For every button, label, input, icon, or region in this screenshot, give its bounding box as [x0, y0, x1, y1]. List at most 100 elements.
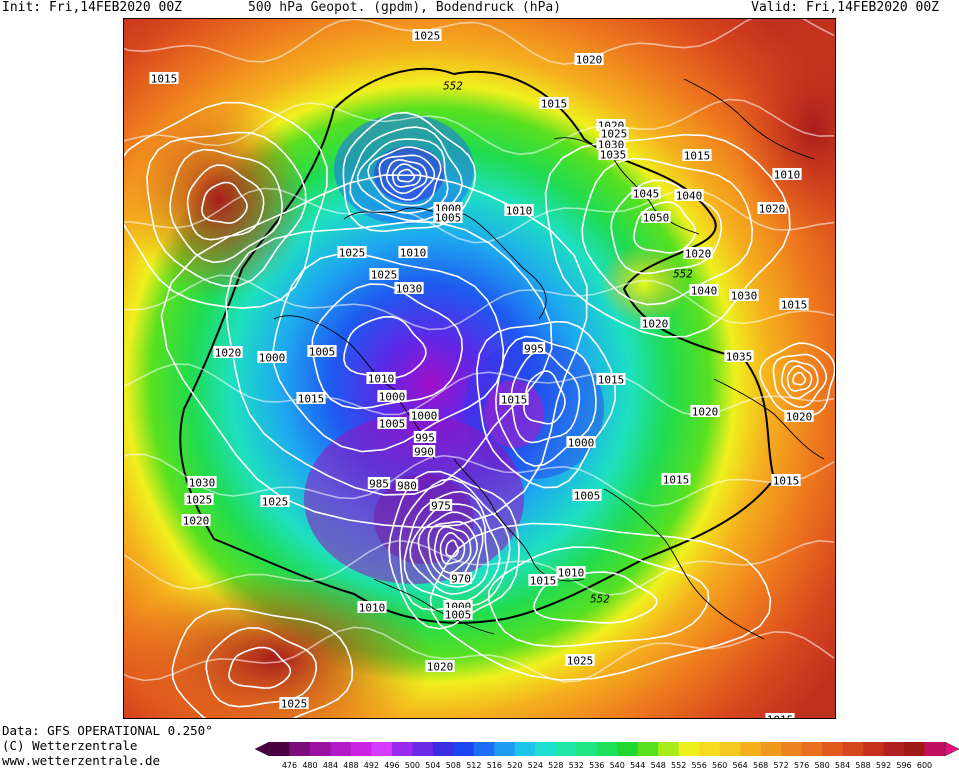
colorbar-swatch [330, 742, 352, 756]
colorbar-swatch [678, 742, 700, 756]
colorbar-swatch [432, 742, 454, 756]
isobar-label: 1030 [729, 289, 759, 303]
svg-text:985: 985 [369, 478, 389, 491]
colorbar-swatch [350, 742, 372, 756]
colorbar-swatch [740, 742, 761, 756]
svg-text:1045: 1045 [633, 188, 660, 201]
warm-ridge-east [734, 19, 835, 239]
svg-text:1025: 1025 [262, 496, 289, 509]
isobar [124, 98, 835, 156]
isobar [356, 138, 449, 214]
isobar-label: 1010 [504, 204, 534, 218]
colorbar-tick-label: 500 [405, 761, 420, 770]
colorbar-tick-label: 564 [733, 761, 748, 770]
svg-text:1035: 1035 [600, 149, 627, 162]
colorbar-high-arrow [944, 741, 959, 757]
isobar-label: 1020 [181, 514, 211, 528]
svg-text:1000: 1000 [259, 352, 286, 365]
svg-text:1015: 1015 [501, 394, 528, 407]
svg-text:1015: 1015 [781, 299, 808, 312]
colorbar-tick-label: 568 [753, 761, 768, 770]
isobar [433, 525, 472, 574]
colorbar-tick-label: 576 [794, 761, 809, 770]
isobar-label: 1045 [631, 187, 661, 201]
isobar-label: 1005 [377, 417, 407, 431]
isobar-label: 1015 [539, 97, 569, 111]
svg-text:1035: 1035 [726, 351, 753, 364]
isobar-label: 1015 [682, 149, 712, 163]
colorbar-tick-label: 476 [282, 761, 297, 770]
isobar [532, 571, 658, 624]
svg-text:970: 970 [451, 573, 471, 586]
isobar-label: 975 [429, 499, 453, 513]
isobar-label: 1015 [296, 392, 326, 406]
valid-time-label: Valid: Fri,14FEB2020 00Z [751, 0, 939, 15]
svg-text:995: 995 [524, 343, 544, 356]
colorbar-tick-label: 536 [589, 761, 604, 770]
color-legend: 476 480 484 488 492 496 500 504 508 512 516 520 524 5… [255, 741, 959, 770]
contour-552-label: 552 [443, 80, 463, 93]
svg-text:1015: 1015 [684, 150, 711, 163]
isobar-label: 1020 [683, 247, 713, 261]
isobar [403, 490, 501, 603]
isobar-label: 1025 [412, 29, 442, 43]
ridge-blob [599, 244, 689, 324]
isobar-label: 1000 [409, 409, 439, 423]
colorbar-swatch [555, 742, 577, 756]
isobar [367, 146, 442, 207]
isobar-label: 1000 [377, 390, 407, 404]
svg-text:1020: 1020 [427, 661, 454, 674]
colorbar-tick-label: 496 [384, 761, 399, 770]
colorbar-swatch [412, 742, 434, 756]
colorbar-tick-label: 520 [507, 761, 522, 770]
coastline [373, 578, 495, 635]
isobar [124, 187, 835, 244]
colorbar-swatch [309, 742, 331, 756]
data-source-label: Data: GFS OPERATIONAL 0.250° [2, 723, 213, 738]
isobar [792, 371, 807, 386]
svg-text:1020: 1020 [215, 347, 242, 360]
isobar-label: 1000 [566, 436, 596, 450]
colorbar-swatch [822, 742, 843, 756]
website-link[interactable]: www.wetterzentrale.de [2, 753, 161, 768]
isobar-label: 1020 [784, 410, 814, 424]
isobar [581, 157, 754, 306]
svg-text:1015: 1015 [151, 73, 178, 86]
isobar [124, 453, 835, 507]
colorbar-tick-label: 552 [671, 761, 686, 770]
isobar [201, 181, 248, 224]
svg-text:1020: 1020 [692, 406, 719, 419]
isobar-label: 970 [449, 572, 473, 586]
svg-text:1020: 1020 [759, 203, 786, 216]
isobar-label: 1035 [724, 350, 754, 364]
isobar [228, 646, 292, 689]
svg-text:552: 552 [443, 80, 463, 93]
isobar [633, 201, 697, 254]
isobar-label: 1035 [598, 148, 628, 162]
svg-text:1010: 1010 [359, 602, 386, 615]
svg-text:1010: 1010 [506, 205, 533, 218]
svg-text:1025: 1025 [281, 698, 308, 711]
isobar-label: 995 [413, 431, 437, 445]
isobar [487, 546, 710, 648]
isobar-label: 1015 [779, 298, 809, 312]
isobar [343, 315, 427, 379]
colorbar-swatch [289, 742, 311, 756]
isobar [146, 131, 307, 287]
colorbar-swatch [801, 742, 823, 756]
isobar-label: 1040 [674, 189, 704, 203]
isobar-label: 1050 [641, 211, 671, 225]
isobar [124, 626, 835, 683]
colorbar-tick-label: 596 [896, 761, 911, 770]
svg-text:1000: 1000 [411, 410, 438, 423]
colorbar-swatch [904, 742, 925, 756]
isobar-label: 1015 [528, 574, 558, 588]
isobar [391, 163, 422, 188]
isobar-label: 1015 [149, 72, 179, 86]
isobar-label: 1005 [433, 211, 463, 225]
colorbar-tick-label: 560 [712, 761, 727, 770]
svg-text:552: 552 [590, 593, 610, 606]
colorbar-swatch [494, 742, 516, 756]
colorbar-swatch [514, 742, 536, 756]
isobar-label: 1020 [574, 53, 604, 67]
